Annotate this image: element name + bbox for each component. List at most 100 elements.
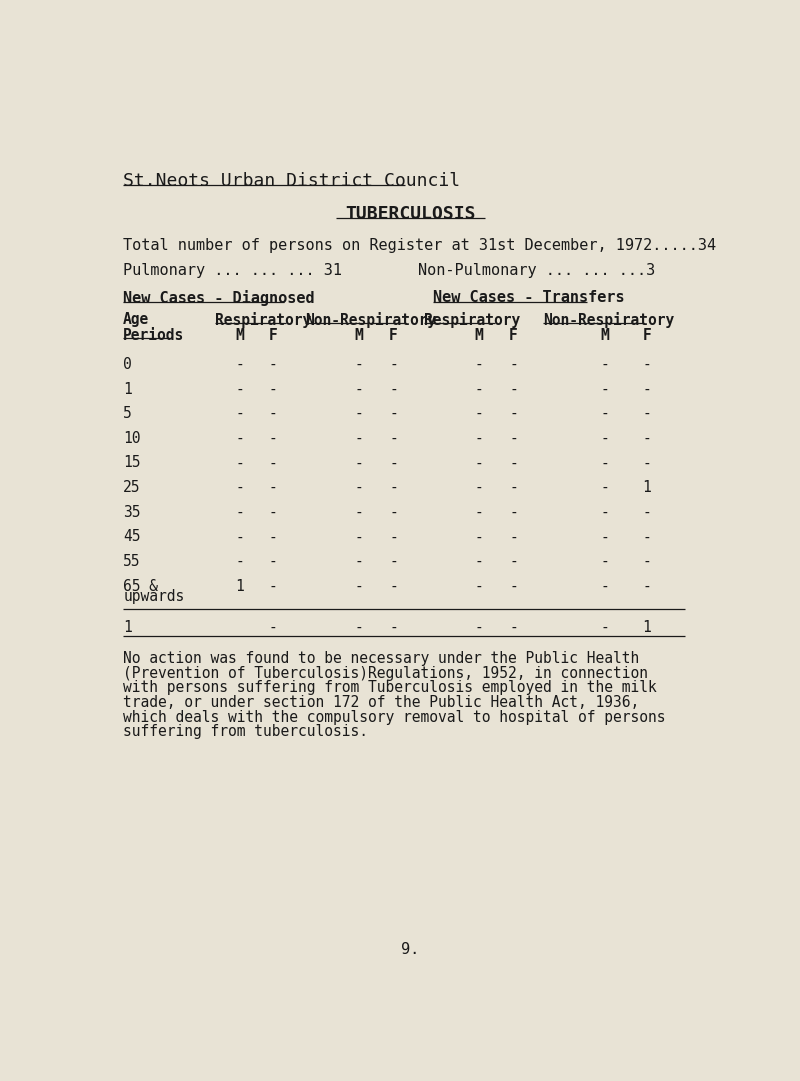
Text: 1: 1 xyxy=(123,382,132,397)
Text: -: - xyxy=(269,578,278,593)
Text: 1: 1 xyxy=(123,620,132,636)
Text: -: - xyxy=(601,480,610,495)
Text: Non-Respiratory: Non-Respiratory xyxy=(306,312,437,329)
Text: 1: 1 xyxy=(236,578,244,593)
Text: -: - xyxy=(236,505,244,520)
Text: trade, or under section 172 of the Public Health Act, 1936,: trade, or under section 172 of the Publi… xyxy=(123,695,639,710)
Text: -: - xyxy=(601,406,610,422)
Text: -: - xyxy=(354,578,363,593)
Text: -: - xyxy=(269,455,278,470)
Text: -: - xyxy=(269,406,278,422)
Text: -: - xyxy=(354,406,363,422)
Text: which deals with the compulsory removal to hospital of persons: which deals with the compulsory removal … xyxy=(123,709,666,724)
Text: -: - xyxy=(389,455,398,470)
Text: -: - xyxy=(601,578,610,593)
Text: -: - xyxy=(601,431,610,445)
Text: -: - xyxy=(474,357,483,372)
Text: F: F xyxy=(642,328,651,343)
Text: -: - xyxy=(354,382,363,397)
Text: -: - xyxy=(509,431,518,445)
Text: 0: 0 xyxy=(123,357,132,372)
Text: -: - xyxy=(236,480,244,495)
Text: -: - xyxy=(509,553,518,569)
Text: -: - xyxy=(509,480,518,495)
Text: -: - xyxy=(509,530,518,545)
Text: -: - xyxy=(509,406,518,422)
Text: 5: 5 xyxy=(123,406,132,422)
Text: -: - xyxy=(354,505,363,520)
Text: -: - xyxy=(601,530,610,545)
Text: -: - xyxy=(389,620,398,636)
Text: -: - xyxy=(389,530,398,545)
Text: New Cases - Transfers: New Cases - Transfers xyxy=(434,290,625,305)
Text: Total number of persons on Register at 31st December, 1972.....34: Total number of persons on Register at 3… xyxy=(123,238,716,253)
Text: -: - xyxy=(601,455,610,470)
Text: -: - xyxy=(236,406,244,422)
Text: -: - xyxy=(601,382,610,397)
Text: -: - xyxy=(642,406,651,422)
Text: Pulmonary ... ... ... 31: Pulmonary ... ... ... 31 xyxy=(123,263,342,278)
Text: -: - xyxy=(601,357,610,372)
Text: with persons suffering from Tuberculosis employed in the milk: with persons suffering from Tuberculosis… xyxy=(123,680,657,695)
Text: Age: Age xyxy=(123,312,150,328)
Text: -: - xyxy=(236,357,244,372)
Text: M: M xyxy=(236,328,244,343)
Text: -: - xyxy=(236,530,244,545)
Text: Respiratory: Respiratory xyxy=(214,312,311,329)
Text: 15: 15 xyxy=(123,455,141,470)
Text: -: - xyxy=(389,357,398,372)
Text: Non-Pulmonary ... ... ...3: Non-Pulmonary ... ... ...3 xyxy=(418,263,655,278)
Text: F: F xyxy=(509,328,518,343)
Text: -: - xyxy=(389,431,398,445)
Text: 1: 1 xyxy=(642,620,651,636)
Text: -: - xyxy=(642,455,651,470)
Text: No action was found to be necessary under the Public Health: No action was found to be necessary unde… xyxy=(123,651,639,666)
Text: -: - xyxy=(269,553,278,569)
Text: Respiratory: Respiratory xyxy=(424,312,520,329)
Text: -: - xyxy=(354,553,363,569)
Text: -: - xyxy=(389,406,398,422)
Text: -: - xyxy=(269,382,278,397)
Text: -: - xyxy=(474,505,483,520)
Text: -: - xyxy=(474,406,483,422)
Text: -: - xyxy=(642,578,651,593)
Text: -: - xyxy=(601,505,610,520)
Text: -: - xyxy=(389,505,398,520)
Text: -: - xyxy=(642,553,651,569)
Text: -: - xyxy=(354,530,363,545)
Text: 25: 25 xyxy=(123,480,141,495)
Text: -: - xyxy=(269,431,278,445)
Text: -: - xyxy=(601,620,610,636)
Text: 9.: 9. xyxy=(401,942,419,957)
Text: M: M xyxy=(601,328,610,343)
Text: -: - xyxy=(642,530,651,545)
Text: -: - xyxy=(389,553,398,569)
Text: -: - xyxy=(269,357,278,372)
Text: M: M xyxy=(354,328,363,343)
Text: -: - xyxy=(236,553,244,569)
Text: 10: 10 xyxy=(123,431,141,445)
Text: 45: 45 xyxy=(123,530,141,545)
Text: -: - xyxy=(474,578,483,593)
Text: -: - xyxy=(389,382,398,397)
Text: -: - xyxy=(509,357,518,372)
Text: -: - xyxy=(354,431,363,445)
Text: -: - xyxy=(509,578,518,593)
Text: 1: 1 xyxy=(642,480,651,495)
Text: -: - xyxy=(642,357,651,372)
Text: -: - xyxy=(474,382,483,397)
Text: 35: 35 xyxy=(123,505,141,520)
Text: -: - xyxy=(389,578,398,593)
Text: -: - xyxy=(269,620,278,636)
Text: New Cases - Diagnosed: New Cases - Diagnosed xyxy=(123,290,315,306)
Text: -: - xyxy=(601,553,610,569)
Text: F: F xyxy=(269,328,278,343)
Text: St.Neots Urban District Council: St.Neots Urban District Council xyxy=(123,172,460,190)
Text: (Prevention of Tuberculosis)Regulations, 1952, in connection: (Prevention of Tuberculosis)Regulations,… xyxy=(123,666,648,681)
Text: -: - xyxy=(642,382,651,397)
Text: -: - xyxy=(642,431,651,445)
Text: -: - xyxy=(474,431,483,445)
Text: -: - xyxy=(236,431,244,445)
Text: -: - xyxy=(269,480,278,495)
Text: -: - xyxy=(474,530,483,545)
